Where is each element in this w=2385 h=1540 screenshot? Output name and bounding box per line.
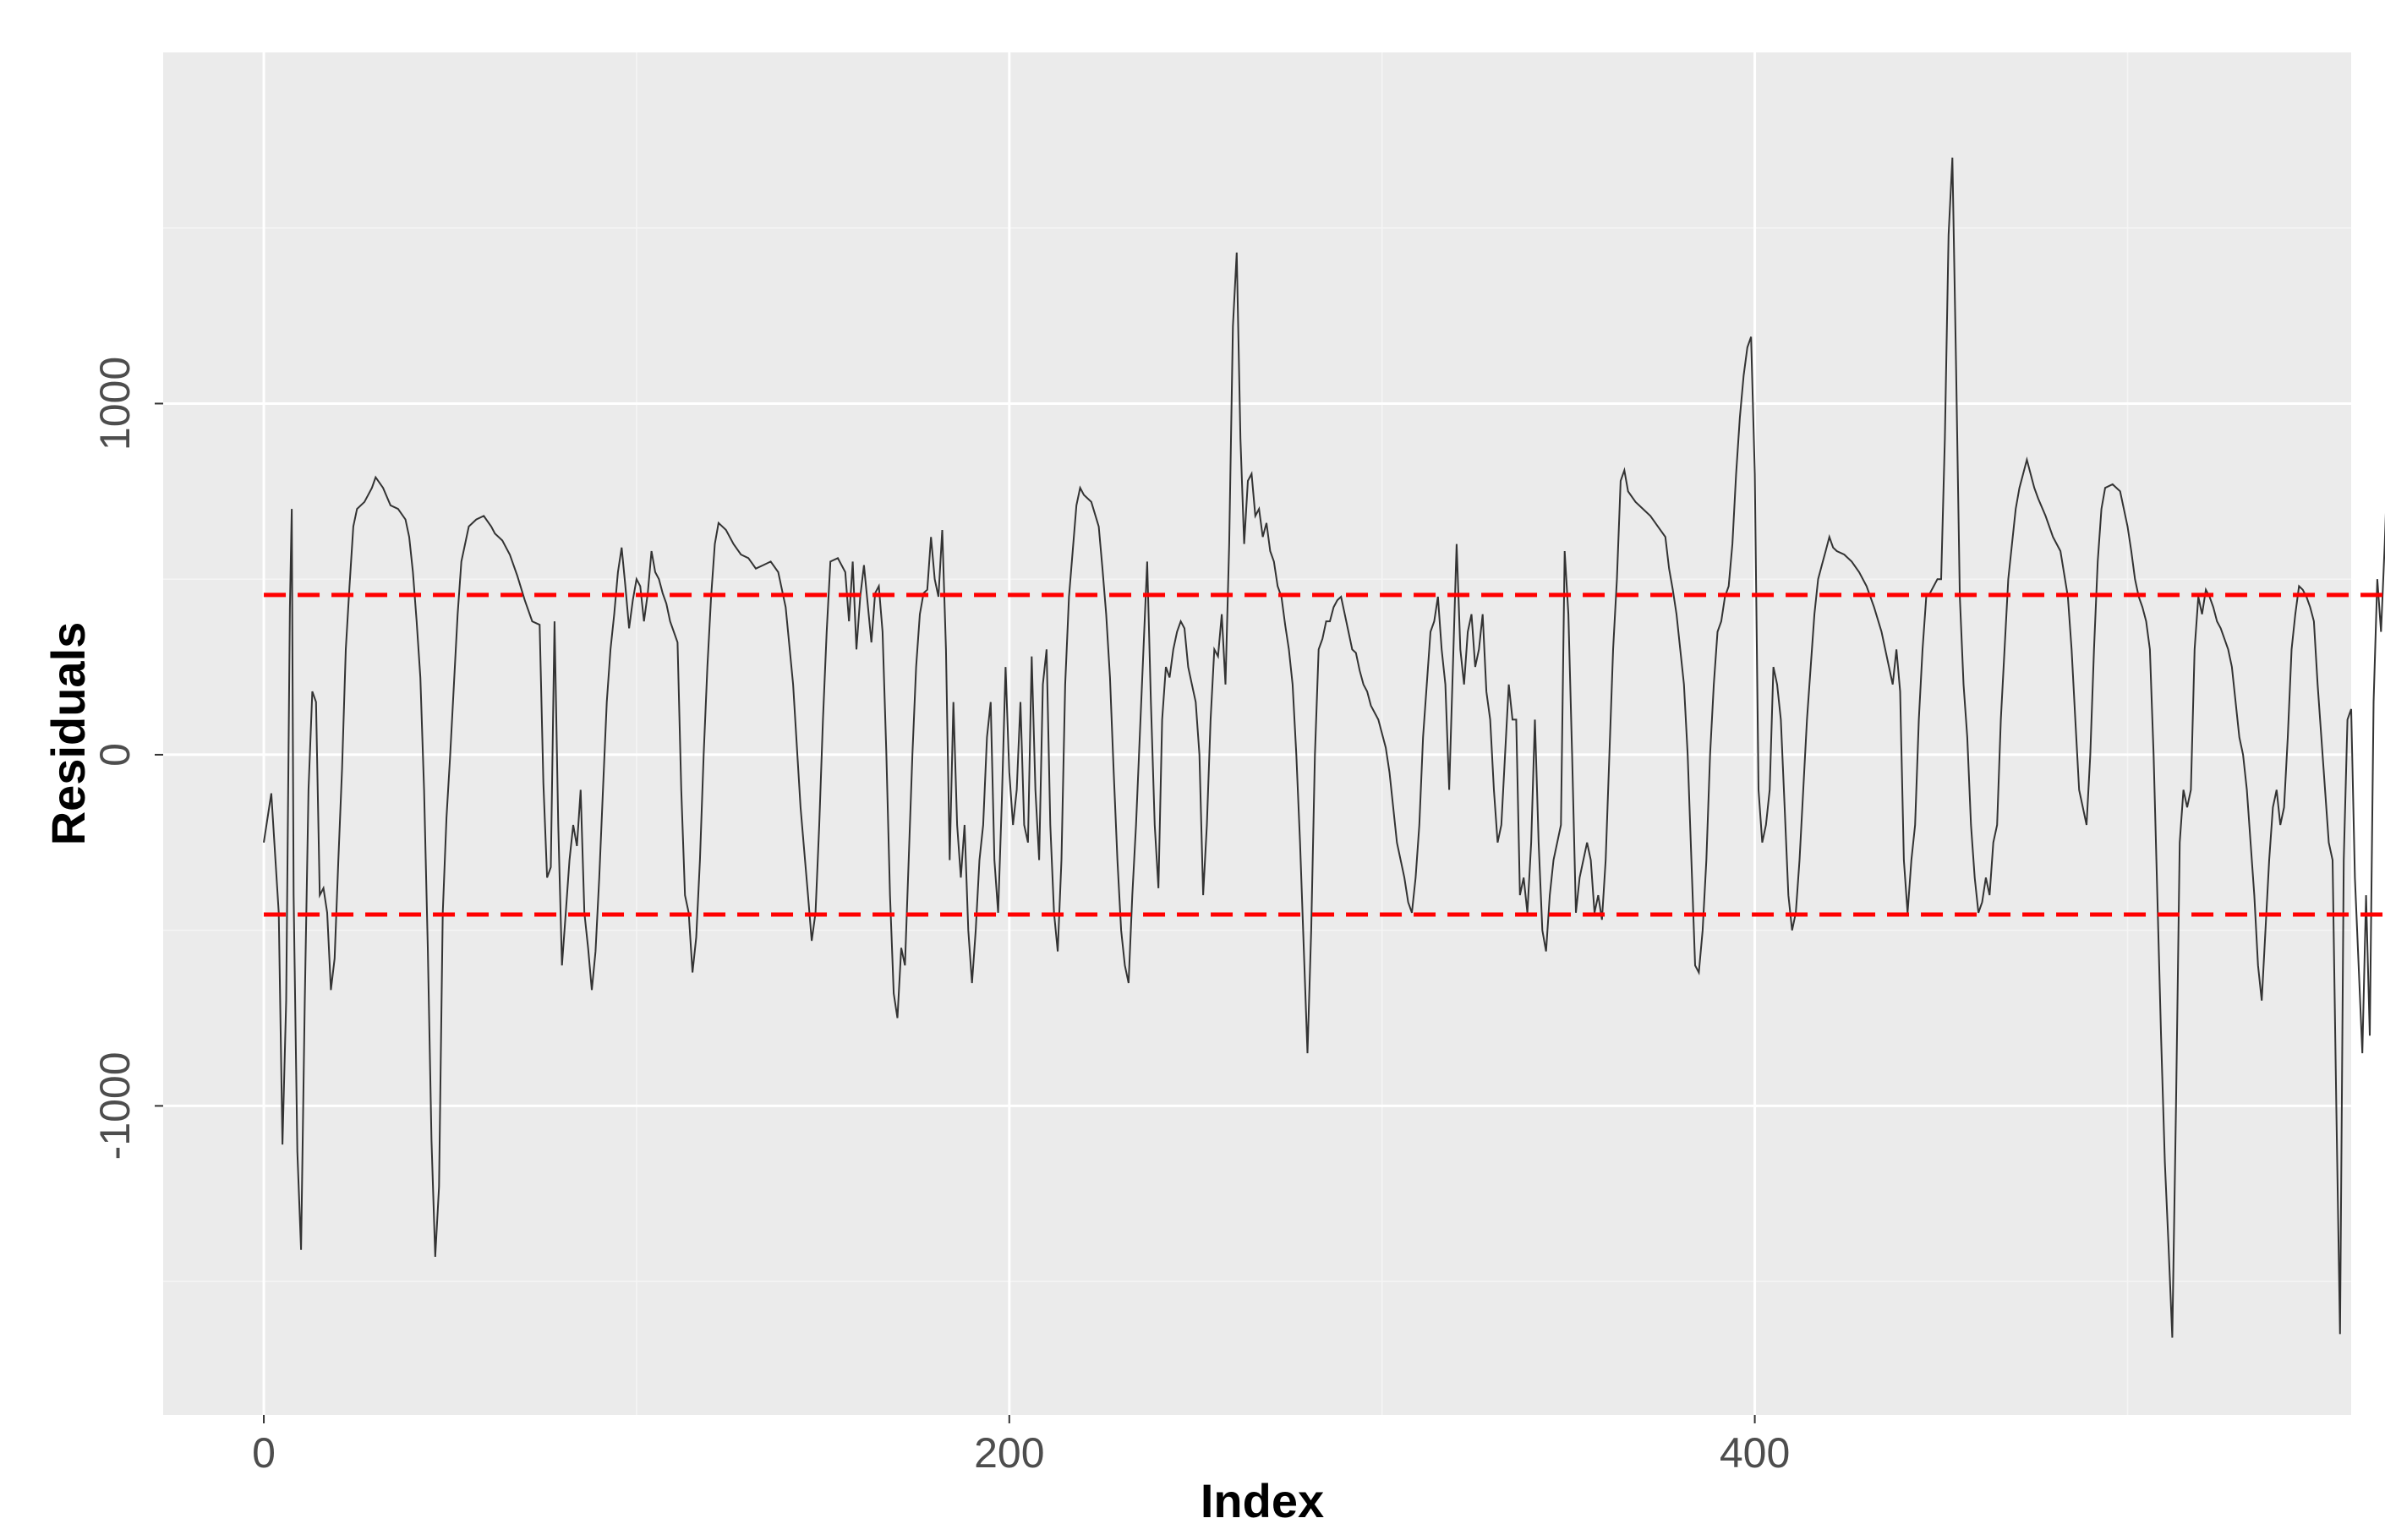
x-axis-title: Index	[1201, 1474, 1324, 1527]
plot-panel	[163, 52, 2351, 1415]
y-tick-label: 1000	[91, 357, 139, 451]
x-tick-label: 200	[974, 1429, 1044, 1477]
x-tick-label: 400	[1720, 1429, 1790, 1477]
y-tick-label: 0	[91, 743, 139, 767]
y-tick-label: -1000	[91, 1051, 139, 1160]
grid-major	[163, 52, 2351, 1415]
grid-minor	[163, 52, 2351, 1415]
y-axis-title: Residuals	[41, 622, 95, 846]
x-tick-label: 0	[252, 1429, 276, 1477]
x-axis-ticks: 0 200 400	[252, 1415, 1790, 1477]
y-axis-ticks: -1000 0 1000	[91, 357, 163, 1160]
residual-series-line	[263, 157, 2385, 1338]
